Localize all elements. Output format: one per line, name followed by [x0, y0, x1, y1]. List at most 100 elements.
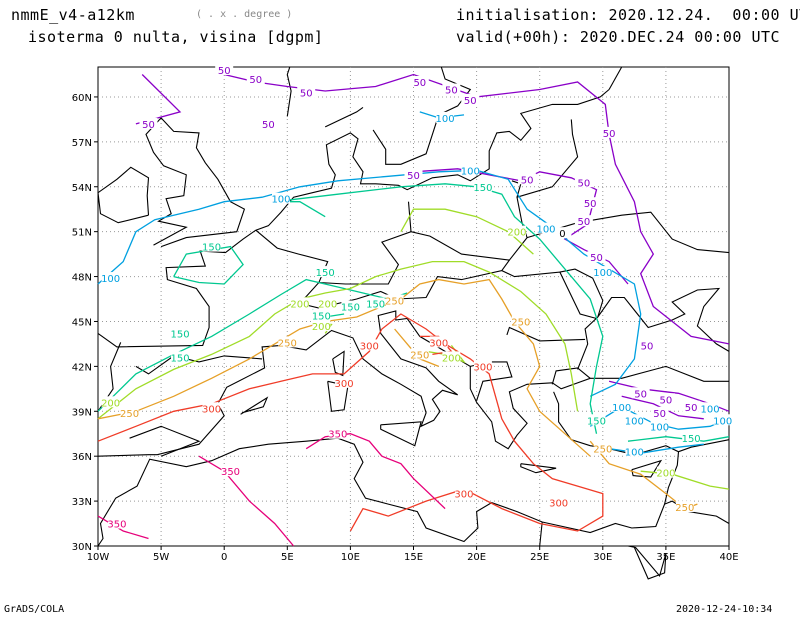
x-tick-label: 35E — [656, 552, 675, 563]
contour-50 — [224, 73, 730, 345]
coastline — [608, 66, 623, 90]
coastline — [97, 391, 680, 547]
contour-label-bg — [656, 393, 675, 405]
contour-label-bg — [442, 83, 461, 95]
contour-label: 250 — [278, 338, 297, 349]
contour-label-bg — [341, 300, 360, 312]
map-frame — [97, 66, 730, 547]
coastline — [520, 463, 557, 474]
contour-label: 200 — [312, 322, 331, 333]
coastline — [539, 521, 543, 547]
coastline — [324, 106, 364, 128]
contour-label-bg — [404, 168, 423, 180]
contour-label: 100 — [701, 404, 720, 415]
contour-label: 100 — [713, 416, 732, 427]
contour-label: 50 — [262, 120, 275, 131]
contour-label: 250 — [511, 317, 530, 328]
contour-label: 50 — [300, 88, 313, 99]
contour-label-bg — [101, 396, 120, 408]
contour-label: 150 — [341, 303, 360, 314]
contour-label: 300 — [549, 499, 568, 510]
contour-label: 50 — [218, 66, 231, 77]
contour-label-bg — [701, 402, 720, 414]
contour-label: 50 — [590, 253, 603, 264]
contour-label: 100 — [461, 166, 480, 177]
axis-ticks: 10W 5W 0 5E 10E 15E 20E 25E 30E 35E 40E 30N 33N 36N 39… — [72, 93, 739, 563]
contour-150 — [627, 436, 730, 442]
init-time: initialisation: 2020.12.24. 00:00 UTC — [456, 6, 800, 24]
coastline — [318, 180, 528, 285]
contour-label: 100 — [536, 225, 555, 236]
contour-label-bg — [278, 336, 297, 348]
contour-label-bg — [612, 400, 631, 412]
contour-label: 50 — [407, 171, 420, 182]
contour-300 — [97, 313, 604, 532]
contour-label-bg — [553, 227, 572, 239]
contour-label: 300 — [429, 338, 448, 349]
coastline — [577, 287, 730, 370]
projection-note: ( . x . degree ) — [196, 9, 293, 20]
contour-label-bg — [366, 297, 385, 309]
contour-label-bg — [297, 86, 316, 98]
contour-label-bg — [625, 414, 644, 426]
valid-time: valid(+00h): 2020.DEC.24 00:00 UTC — [456, 28, 781, 46]
contour-label-bg — [429, 336, 448, 348]
contour-label: 200 — [656, 469, 675, 480]
contour-label-bg — [473, 180, 492, 192]
contour-label-bg — [312, 309, 331, 321]
contour-label-bg — [656, 466, 675, 478]
contour-label: 50 — [521, 175, 534, 186]
contour-label-bg — [600, 126, 619, 138]
contour-label: 350 — [107, 520, 126, 531]
contour-label-bg — [335, 376, 354, 388]
contour-label-bg — [410, 348, 429, 360]
contour-label-bg — [316, 266, 335, 278]
contour-label: 250 — [675, 503, 694, 514]
contour-label-bg — [246, 72, 265, 84]
contour-label: 300 — [360, 341, 379, 352]
field-title: isoterma 0 nulta, visina [dgpm] — [28, 28, 324, 46]
model-name: nmmE_v4-a12km — [11, 6, 135, 24]
contour-label-bg — [139, 117, 158, 129]
coastline — [506, 326, 586, 342]
contour-label: 100 — [612, 403, 631, 414]
contour-label: 100 — [271, 195, 290, 206]
contour-label: 250 — [120, 409, 139, 420]
contour-label: 50 — [413, 78, 426, 89]
coastline — [332, 350, 345, 377]
coastline — [516, 119, 579, 198]
contour-150 — [97, 278, 408, 412]
y-tick-label: 30N — [72, 542, 92, 553]
coastline — [501, 259, 510, 271]
contour-label-bg — [461, 164, 480, 176]
contour-label-bg — [587, 251, 606, 263]
contour-label: 150 — [312, 311, 331, 322]
contour-label: 150 — [682, 434, 701, 445]
contour-label-bg — [637, 339, 656, 351]
contour-label: 50 — [464, 96, 477, 107]
contour-label-bg — [360, 339, 379, 351]
y-tick-label: 39N — [72, 407, 92, 418]
contour-label-bg — [101, 272, 120, 284]
contour-label-bg — [650, 420, 669, 432]
contour-label-bg — [511, 315, 530, 327]
coastline — [627, 545, 667, 580]
contour-label-bg — [682, 432, 701, 444]
contour-label: 50 — [603, 129, 616, 140]
contour-label-bg — [454, 487, 473, 499]
contour-label: 150 — [366, 300, 385, 311]
contour-label-bg — [215, 63, 234, 75]
contour-150 — [274, 183, 604, 434]
contour-label-bg — [436, 111, 455, 123]
x-tick-label: 5E — [281, 552, 294, 563]
y-tick-label: 42N — [72, 362, 92, 373]
contour-label: 150 — [170, 353, 189, 364]
coastline — [372, 66, 472, 165]
y-tick-label: 33N — [72, 497, 92, 508]
contour-label: 100 — [625, 416, 644, 427]
x-tick-label: 20E — [467, 552, 486, 563]
contour-label: 150 — [202, 243, 221, 254]
contour-200 — [97, 260, 579, 420]
contour-label: 300 — [473, 362, 492, 373]
contour-label: 50 — [653, 409, 666, 420]
